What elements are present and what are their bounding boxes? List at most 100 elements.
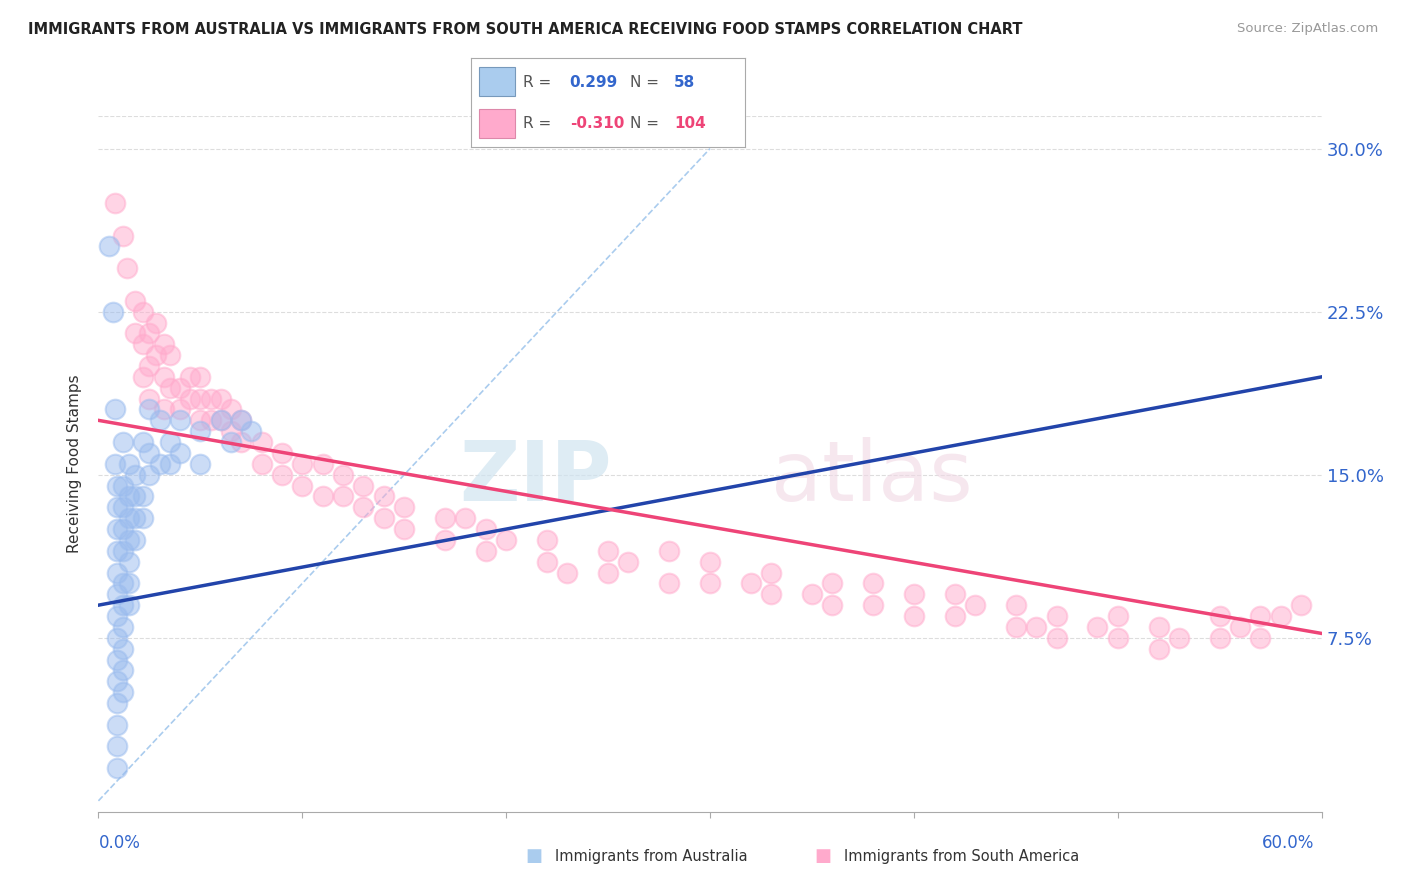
Point [105,543,128,558]
Point [118,490,141,504]
Point [111,620,134,634]
Point [152,369,174,384]
Point [617,555,640,569]
Point [1249,631,1271,645]
Point [1249,609,1271,624]
Point [352,500,374,515]
Point [1167,631,1189,645]
Text: N =: N = [630,116,664,131]
Point [209,413,232,427]
Point [152,337,174,351]
Point [169,446,191,460]
Point [231,435,253,450]
Point [111,500,134,515]
Point [138,446,160,460]
Point [105,674,128,689]
Point [1229,620,1251,634]
Point [105,500,128,515]
Text: IMMIGRANTS FROM AUSTRALIA VS IMMIGRANTS FROM SOUTH AMERICA RECEIVING FOOD STAMPS: IMMIGRANTS FROM AUSTRALIA VS IMMIGRANTS … [28,22,1022,37]
Point [169,402,191,417]
Text: 60.0%: 60.0% [1263,834,1315,852]
Point [105,587,128,601]
Text: Source: ZipAtlas.com: Source: ZipAtlas.com [1237,22,1378,36]
Point [291,457,314,471]
Point [111,228,134,243]
Point [179,392,201,406]
Point [231,413,253,427]
Point [104,402,127,417]
Point [104,457,127,471]
Text: -0.310: -0.310 [569,116,624,131]
Point [138,402,160,417]
Point [132,435,155,450]
Point [132,337,155,351]
Text: ■: ■ [814,847,831,865]
Point [699,576,721,591]
Point [105,566,128,580]
Point [291,478,314,492]
Point [145,316,167,330]
Text: 0.299: 0.299 [569,75,619,89]
Point [270,467,294,482]
Point [1209,609,1232,624]
Point [373,490,395,504]
Text: ■: ■ [526,847,543,865]
Point [105,696,128,710]
Point [209,392,232,406]
Point [1025,620,1047,634]
Point [373,511,395,525]
Point [536,555,558,569]
Point [434,511,457,525]
Point [179,369,201,384]
Point [474,522,498,536]
Point [200,413,222,427]
Point [740,576,762,591]
Point [188,457,212,471]
Point [101,304,124,318]
Point [1045,631,1069,645]
Point [1209,631,1232,645]
Point [169,381,191,395]
Point [188,369,212,384]
Point [1147,641,1170,656]
Point [188,424,212,438]
Text: atlas: atlas [772,437,973,518]
Point [124,326,146,341]
Bar [479,109,515,138]
Point [312,457,335,471]
Point [111,685,134,699]
Point [124,293,146,308]
Point [105,717,128,731]
Text: 104: 104 [673,116,706,131]
Point [392,500,416,515]
Point [124,533,146,547]
Point [1291,598,1313,612]
Point [138,326,160,341]
Point [111,435,134,450]
Point [105,761,128,775]
Point [118,457,141,471]
Point [903,587,925,601]
Point [149,413,172,427]
Point [250,457,273,471]
Point [821,576,844,591]
Point [118,598,141,612]
Point [138,359,160,373]
Text: R =: R = [523,75,557,89]
Text: 0.0%: 0.0% [98,834,141,852]
Point [149,457,172,471]
Point [699,555,721,569]
Point [231,413,253,427]
Point [111,543,134,558]
Point [474,543,498,558]
Point [392,522,416,536]
Point [111,576,134,591]
Point [658,576,681,591]
Point [105,522,128,536]
Point [124,490,146,504]
Point [1107,631,1129,645]
Point [454,511,477,525]
Point [105,478,128,492]
Point [862,576,884,591]
Point [434,533,457,547]
